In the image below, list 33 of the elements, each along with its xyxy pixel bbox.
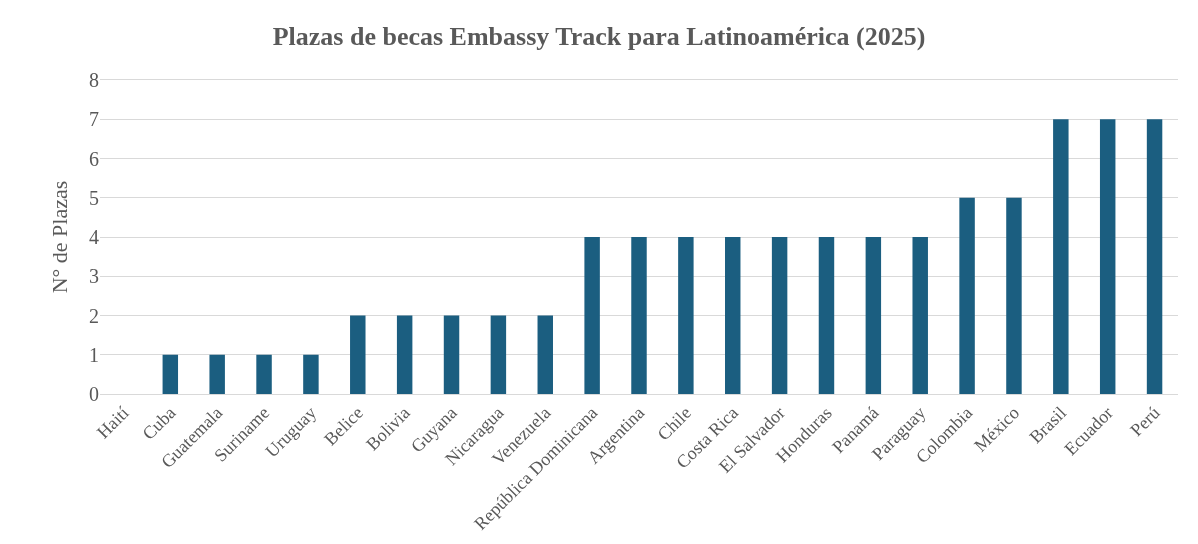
y-tick-label: 2 bbox=[89, 304, 99, 327]
bar bbox=[209, 354, 225, 394]
bar bbox=[631, 237, 647, 394]
bar bbox=[1146, 119, 1163, 394]
y-tick-label: 7 bbox=[89, 108, 99, 131]
bar bbox=[256, 354, 272, 394]
y-tick-label: 1 bbox=[89, 343, 99, 366]
bar bbox=[396, 315, 413, 394]
y-tick-label: 3 bbox=[89, 265, 99, 288]
bar bbox=[584, 237, 600, 394]
y-tick-label: 6 bbox=[89, 147, 99, 170]
bar bbox=[1053, 119, 1069, 394]
bar bbox=[912, 237, 928, 394]
bar bbox=[1006, 197, 1022, 394]
bar bbox=[537, 315, 553, 394]
bar bbox=[771, 237, 788, 394]
bar bbox=[725, 237, 741, 394]
bar bbox=[350, 315, 366, 394]
bar bbox=[678, 237, 694, 394]
bar bbox=[162, 354, 179, 394]
bar bbox=[443, 315, 460, 394]
bar bbox=[490, 315, 507, 394]
bar bbox=[959, 197, 975, 394]
y-tick-label: 4 bbox=[89, 226, 99, 248]
bar bbox=[1099, 119, 1116, 394]
bar bbox=[818, 237, 835, 394]
y-tick-label: 8 bbox=[89, 69, 99, 91]
y-axis-title: N° de Plazas bbox=[46, 180, 72, 294]
bar bbox=[865, 237, 882, 394]
y-tick-label: 5 bbox=[89, 186, 99, 209]
chart-title: Plazas de becas Embassy Track para Latinoamérica (2025) bbox=[272, 22, 926, 52]
y-tick-label: 0 bbox=[89, 383, 99, 405]
bar bbox=[303, 354, 319, 394]
